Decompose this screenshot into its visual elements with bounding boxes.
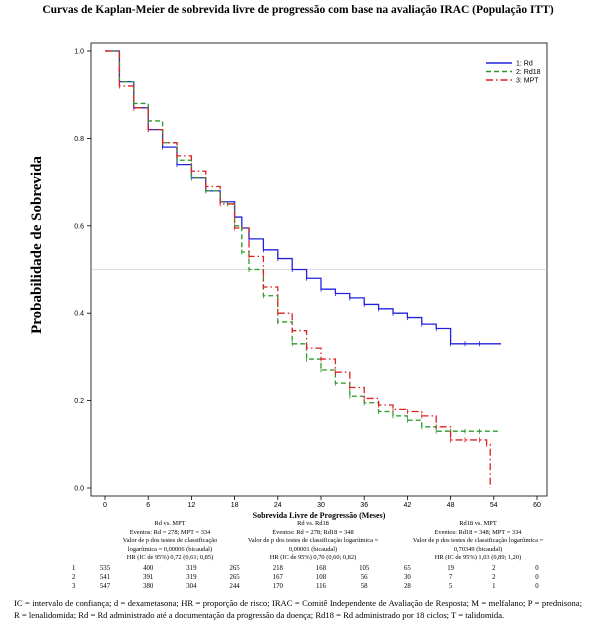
- risk-cell: 319: [186, 565, 197, 572]
- risk-cell: 380: [143, 583, 154, 590]
- risk-cell: 0: [535, 583, 539, 590]
- legend-label: 2: Rd18: [516, 69, 541, 76]
- risk-cell: 19: [447, 565, 454, 572]
- risk-cell: 2: [492, 574, 496, 581]
- risk-cell: 7: [448, 574, 453, 581]
- x-tick-label: 0: [103, 502, 107, 509]
- risk-cell: 5: [448, 583, 453, 590]
- risk-cell: 167: [272, 574, 283, 581]
- stats-p-value: logarítmica = 0,00006 (bicaudal): [127, 545, 213, 553]
- stats-rd-vs-rd18: Rd vs. Rd18 Eventos: Rd = 278; Rd18 = 34…: [228, 520, 398, 563]
- risk-cell: 170: [272, 583, 283, 590]
- y-tick-label: 1.0: [74, 49, 84, 56]
- risk-cell: 105: [359, 565, 370, 572]
- x-tick-label: 36: [360, 502, 368, 509]
- stats-hr: HR (IC de 95%) 0,70 (0,60; 0,82): [269, 554, 357, 562]
- risk-row: 2 541 391 319 265 167 108 56 30 7 2 0: [60, 574, 550, 583]
- stats-p-label: Valor de p dos testes de classificação: [122, 537, 218, 545]
- risk-cell: 65: [403, 565, 411, 572]
- risk-cell: 116: [316, 583, 326, 590]
- risk-cell: 547: [99, 583, 111, 590]
- x-tick-label: 6: [146, 502, 150, 509]
- risk-cell: 535: [99, 565, 111, 572]
- stats-title: Rd vs. Rd18: [297, 520, 329, 527]
- stats-p-value: 0,70349 (bicaudal): [453, 545, 503, 553]
- risk-cell: 244: [229, 583, 240, 590]
- legend: 1: Rd2: Rd18 3: MPT: [486, 61, 541, 85]
- y-tick-label: 0.4: [74, 311, 84, 318]
- stats-title: Rd vs. MPT: [154, 520, 186, 527]
- stats-events: Eventos: Rd18 = 348; MPT = 334: [434, 528, 522, 536]
- risk-cell: 108: [315, 574, 327, 581]
- risk-cell: 168: [315, 565, 327, 572]
- stats-p-value: 0,00001 (bicaudal): [288, 545, 338, 553]
- x-tick-label: 12: [188, 502, 196, 509]
- stats-events: Eventos: Rd = 278; MPT = 334: [129, 528, 211, 536]
- risk-row: 3 547 380 304 244 170 116 58 28 5 1 0: [60, 583, 550, 592]
- stats-events: Eventos: Rd = 278; Rd18 = 348: [272, 528, 354, 536]
- risk-cell: 0: [535, 574, 539, 581]
- y-tick-label: 0.0: [74, 486, 84, 493]
- legend-label: 3: MPT: [516, 78, 539, 85]
- risk-cell: 56: [360, 574, 368, 581]
- risk-cell: 0: [535, 565, 539, 572]
- stats-hr: HR (IC de 95%) 1,03 (0,89; 1,20): [434, 554, 522, 562]
- y-tick-label: 0.8: [74, 136, 84, 143]
- footnote: IC = intervalo de confiança; d = dexamet…: [14, 598, 582, 620]
- risk-cell: 400: [143, 565, 154, 572]
- censor-marks-3: [119, 83, 488, 447]
- risk-cell: 319: [186, 574, 197, 581]
- km-chart: 0 6 12 18 24 30 36 42 48 54 60 0.0 0.2 0.4 0.6 0.8 1.0 1…: [29, 42, 548, 520]
- x-tick-label: 60: [533, 502, 541, 509]
- risk-cell: 265: [229, 574, 240, 581]
- risk-cell: 265: [229, 565, 240, 572]
- series-line-3: [105, 50, 491, 488]
- risk-cell: 541: [99, 574, 111, 581]
- curves: [105, 50, 501, 488]
- risk-row: 1 535 400 319 265 218 168 105 65 19 2 0: [60, 565, 550, 574]
- x-tick-label: 48: [447, 502, 455, 509]
- stats-rd18-vs-mpt: Rd18 vs. MPT Eventos: Rd18 = 348; MPT = …: [393, 520, 563, 563]
- risk-cell: 218: [272, 565, 283, 572]
- risk-cell: 2: [492, 565, 496, 572]
- risk-cell: 28: [403, 583, 411, 590]
- risk-cell: 1: [492, 583, 496, 590]
- risk-row-label: 1: [72, 565, 76, 572]
- risk-row-label: 2: [72, 574, 76, 581]
- x-tick-label: 42: [404, 502, 412, 509]
- legend-label: 1: Rd: [516, 61, 533, 68]
- stats-hr: HR (IC de 95%) 0,72 (0,61; 0,85): [126, 554, 214, 562]
- stats-title: Rd18 vs. MPT: [459, 520, 497, 527]
- axes: 0 6 12 18 24 30 36 42 48 54 60 0.0 0.2 0.4 0.6 0.8 1.0: [74, 49, 541, 510]
- risk-row-label: 3: [72, 583, 76, 590]
- y-tick-label: 0.2: [74, 398, 84, 405]
- risk-cell: 304: [186, 583, 197, 590]
- series-line-1: [105, 50, 501, 345]
- x-tick-label: 18: [231, 502, 239, 509]
- x-axis-label: Sobrevida Livre de Progressão (Meses): [253, 511, 386, 520]
- risk-cell: 58: [360, 583, 368, 590]
- stats-p-label: Valor de p dos testes de classificação l…: [247, 537, 379, 545]
- stats-p-label: Valor de p dos testes de classificação l…: [412, 537, 544, 545]
- x-tick-label: 54: [490, 502, 498, 509]
- x-tick-label: 24: [274, 502, 282, 509]
- risk-cell: 391: [143, 574, 154, 581]
- stats-rd-vs-mpt: Rd vs. MPT Eventos: Rd = 278; MPT = 334 …: [85, 520, 255, 563]
- y-tick-label: 0.6: [74, 223, 84, 230]
- chart-title: Curvas de Kaplan-Meier de sobrevida livr…: [42, 4, 554, 16]
- y-axis-label: Probabilidade de Sobrevida: [29, 156, 45, 334]
- risk-cell: 30: [403, 574, 411, 581]
- x-tick-label: 30: [317, 502, 325, 509]
